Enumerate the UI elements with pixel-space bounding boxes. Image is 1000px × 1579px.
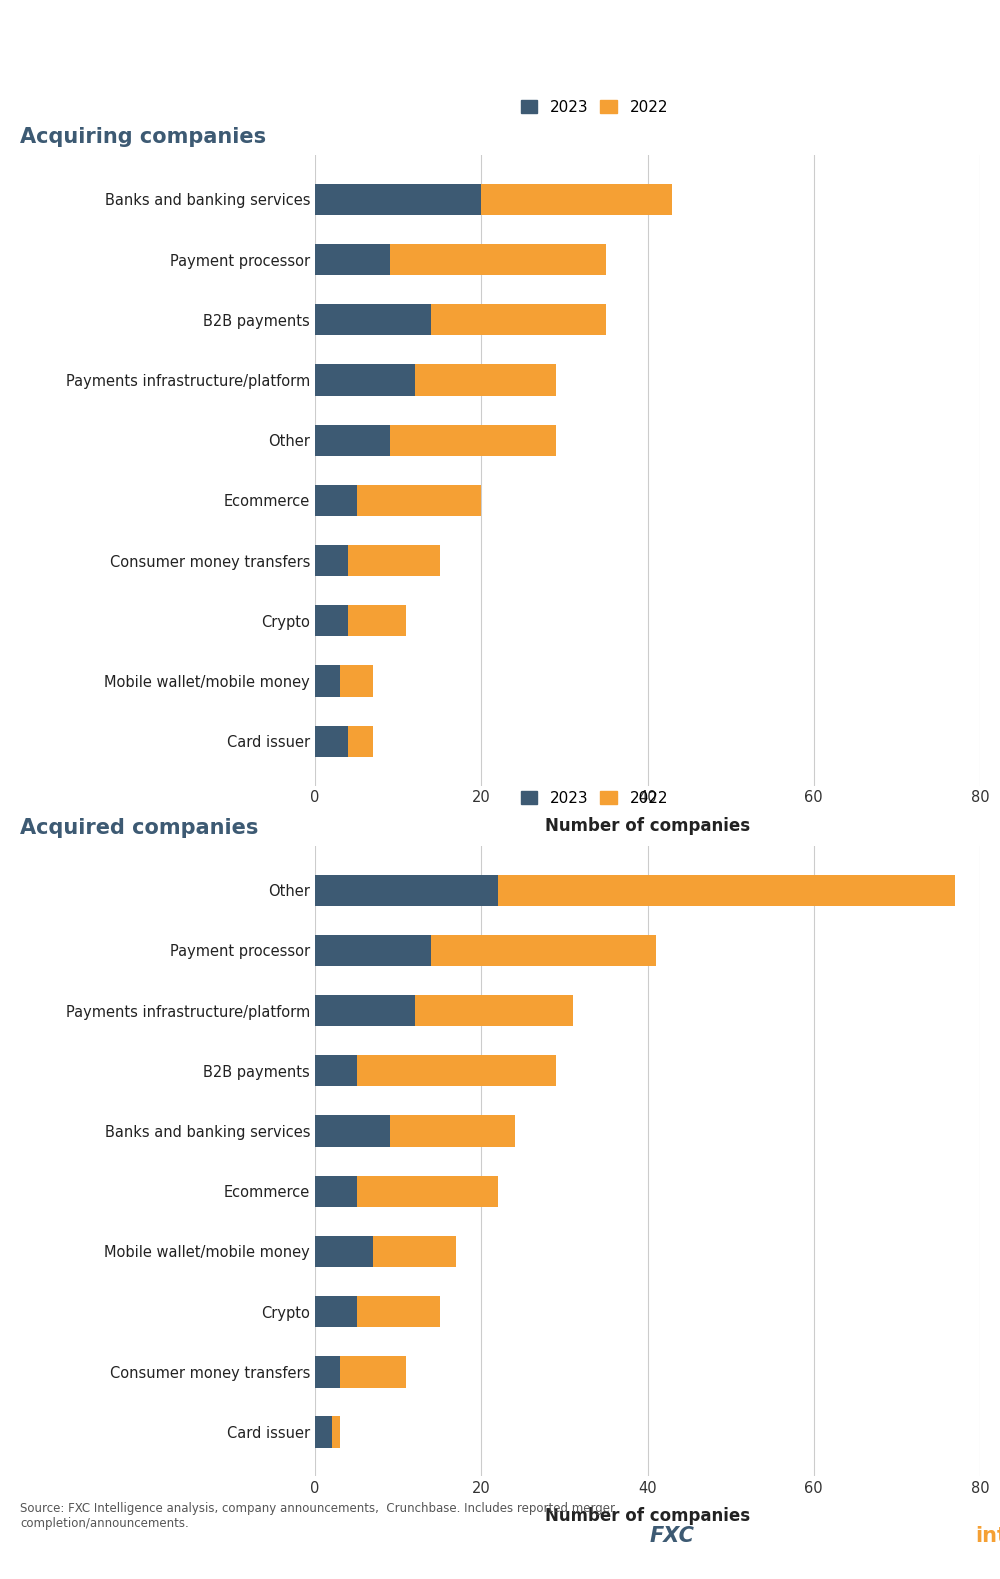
- Bar: [315, 485, 357, 516]
- Bar: [348, 726, 373, 756]
- Legend: 2023, 2022: 2023, 2022: [521, 99, 668, 115]
- Text: Which companies are making acquisitions/being acquired?: Which companies are making acquisitions/…: [20, 35, 893, 62]
- Bar: [357, 1055, 556, 1086]
- Bar: [315, 875, 498, 906]
- Bar: [340, 1356, 406, 1388]
- Bar: [315, 726, 348, 756]
- Bar: [348, 605, 406, 636]
- Legend: 2023, 2022: 2023, 2022: [521, 791, 668, 805]
- Bar: [332, 1416, 340, 1448]
- Bar: [315, 183, 481, 215]
- Bar: [315, 1296, 357, 1328]
- Text: Source: FXC Intelligence analysis, company announcements,  Crunchbase. Includes : Source: FXC Intelligence analysis, compa…: [20, 1502, 615, 1530]
- Bar: [390, 425, 556, 456]
- X-axis label: Number of companies: Number of companies: [545, 1508, 750, 1525]
- Bar: [357, 485, 481, 516]
- Bar: [315, 425, 390, 456]
- Bar: [315, 1236, 373, 1266]
- Bar: [373, 1236, 456, 1266]
- Bar: [348, 545, 440, 576]
- Bar: [315, 365, 415, 396]
- Bar: [357, 1296, 440, 1328]
- Bar: [315, 665, 340, 696]
- Text: Companies involved in M&A announced/completed, Q1-Q3 2022-2023: Companies involved in M&A announced/comp…: [20, 85, 654, 103]
- Bar: [315, 1356, 340, 1388]
- Bar: [498, 875, 955, 906]
- Bar: [415, 995, 573, 1026]
- Bar: [315, 305, 431, 335]
- Bar: [357, 1176, 498, 1206]
- Text: Acquired companies: Acquired companies: [20, 818, 258, 837]
- Bar: [390, 1115, 514, 1146]
- Bar: [431, 935, 656, 966]
- Bar: [481, 183, 672, 215]
- Bar: [315, 995, 415, 1026]
- Bar: [340, 665, 373, 696]
- Bar: [315, 935, 431, 966]
- Bar: [315, 1055, 357, 1086]
- Text: FXC: FXC: [650, 1525, 695, 1546]
- Bar: [315, 1176, 357, 1206]
- X-axis label: Number of companies: Number of companies: [545, 816, 750, 835]
- Bar: [315, 245, 390, 275]
- Bar: [315, 545, 348, 576]
- Bar: [315, 1416, 332, 1448]
- Bar: [431, 305, 606, 335]
- Bar: [315, 605, 348, 636]
- Text: Acquiring companies: Acquiring companies: [20, 126, 266, 147]
- Bar: [415, 365, 556, 396]
- Bar: [390, 245, 606, 275]
- Bar: [315, 1115, 390, 1146]
- Text: intelligence™: intelligence™: [975, 1525, 1000, 1546]
